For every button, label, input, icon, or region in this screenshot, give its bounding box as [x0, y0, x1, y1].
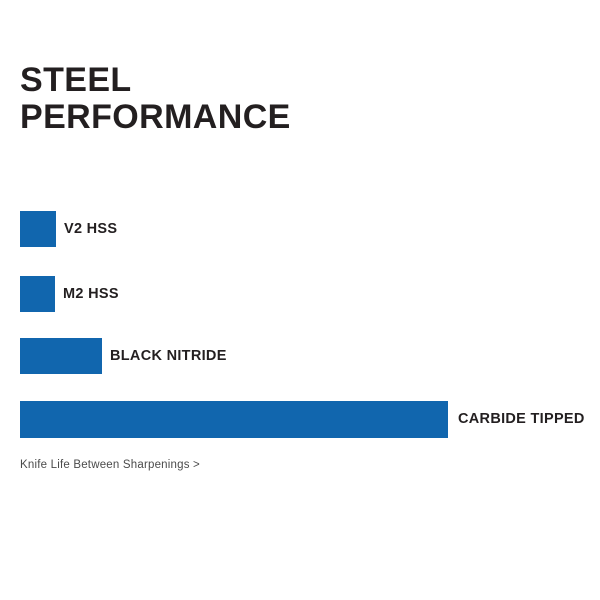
chart-title-line-2: PERFORMANCE [20, 98, 291, 136]
chart-title: STEEL PERFORMANCE [20, 62, 291, 136]
bar-row-carbide-tipped: CARBIDE TIPPED [20, 400, 585, 438]
bar-label-black-nitride: BLACK NITRIDE [110, 348, 227, 364]
bar-row-black-nitride: BLACK NITRIDE [20, 338, 227, 374]
bar-black-nitride [20, 338, 102, 374]
bar-label-m2-hss: M2 HSS [63, 286, 119, 302]
bar-row-v2-hss: V2 HSS [20, 211, 117, 247]
bar-m2-hss [20, 276, 55, 312]
chart-title-line-1: STEEL [20, 61, 132, 99]
axis-caption: Knife Life Between Sharpenings > [20, 459, 200, 471]
bar-row-m2-hss: M2 HSS [20, 276, 119, 312]
bar-v2-hss [20, 211, 56, 247]
bar-carbide-tipped [20, 400, 448, 438]
bar-label-carbide-tipped: CARBIDE TIPPED [458, 411, 585, 427]
bar-label-v2-hss: V2 HSS [64, 221, 118, 237]
